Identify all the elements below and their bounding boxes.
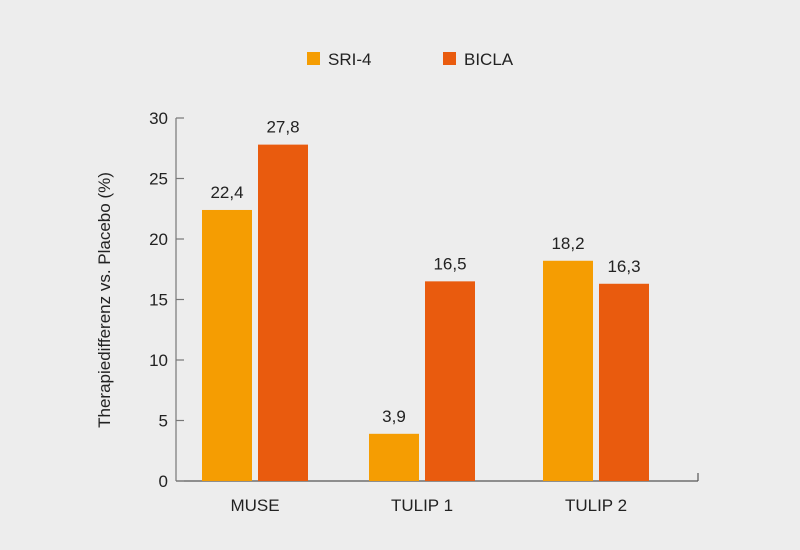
legend: SRI-4 BICLA bbox=[307, 50, 514, 69]
x-tick-label: TULIP 1 bbox=[391, 496, 453, 515]
y-axis-label: Therapiedifferenz vs. Placebo (%) bbox=[95, 172, 114, 428]
data-label: 27,8 bbox=[266, 118, 299, 137]
bars: 22,4 27,8 3,9 16,5 18,2 16,3 bbox=[202, 118, 649, 481]
data-label: 16,5 bbox=[433, 254, 466, 273]
data-label: 22,4 bbox=[210, 183, 243, 202]
y-tick-label: 5 bbox=[159, 412, 168, 431]
x-tick-label: MUSE bbox=[230, 496, 279, 515]
legend-label: SRI-4 bbox=[328, 50, 371, 69]
axes: 0 5 10 15 20 25 30 MUSE TULIP 1 TULIP 2 bbox=[149, 109, 699, 515]
bar-bicla-tulip-1 bbox=[425, 281, 475, 481]
bar-bicla-tulip-2 bbox=[599, 283, 649, 481]
bar-sri-4-tulip-1 bbox=[369, 433, 419, 481]
y-tick-label: 30 bbox=[149, 109, 168, 128]
data-label: 18,2 bbox=[551, 234, 584, 253]
legend-swatch bbox=[443, 52, 456, 65]
y-tick-label: 0 bbox=[159, 472, 168, 491]
y-tick-label: 20 bbox=[149, 230, 168, 249]
y-tick-label: 15 bbox=[149, 291, 168, 310]
data-label: 3,9 bbox=[382, 407, 406, 426]
legend-label: BICLA bbox=[464, 50, 514, 69]
bar-bicla-muse bbox=[258, 144, 308, 481]
bar-sri-4-tulip-2 bbox=[543, 260, 593, 481]
x-tick-label: TULIP 2 bbox=[565, 496, 627, 515]
bar-sri-4-muse bbox=[202, 209, 252, 481]
y-tick-label: 10 bbox=[149, 351, 168, 370]
y-tick-label: 25 bbox=[149, 170, 168, 189]
legend-swatch bbox=[307, 52, 320, 65]
data-label: 16,3 bbox=[607, 257, 640, 276]
